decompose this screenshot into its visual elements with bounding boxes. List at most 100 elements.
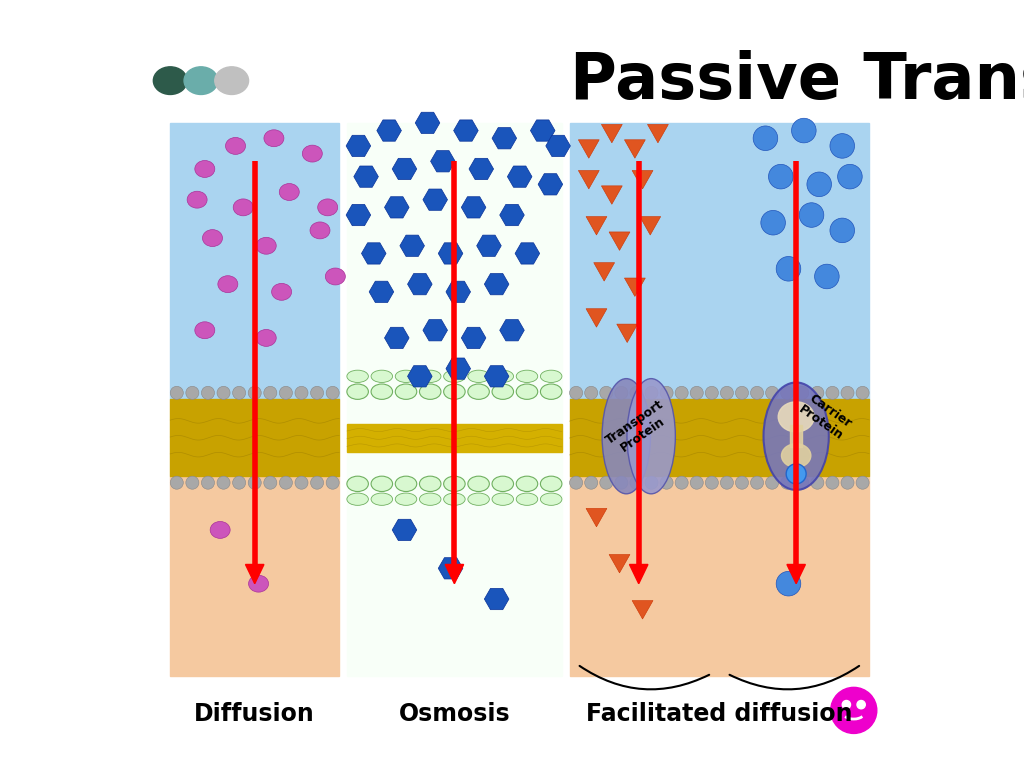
Polygon shape	[445, 564, 464, 584]
Circle shape	[630, 386, 643, 399]
Circle shape	[786, 464, 806, 484]
Circle shape	[799, 203, 823, 227]
Ellipse shape	[420, 370, 441, 382]
Ellipse shape	[280, 184, 299, 200]
Circle shape	[706, 476, 719, 489]
Text: Osmosis: Osmosis	[398, 702, 510, 727]
Ellipse shape	[371, 384, 392, 399]
Ellipse shape	[443, 493, 465, 505]
Ellipse shape	[310, 222, 330, 239]
Circle shape	[811, 476, 824, 489]
Bar	[170, 476, 339, 676]
Circle shape	[856, 386, 869, 399]
Circle shape	[706, 386, 719, 399]
Ellipse shape	[516, 384, 538, 399]
Ellipse shape	[347, 476, 369, 492]
Circle shape	[780, 386, 794, 399]
Circle shape	[295, 476, 308, 489]
Ellipse shape	[203, 230, 222, 247]
Ellipse shape	[302, 145, 323, 162]
Ellipse shape	[256, 237, 276, 254]
Text: Passive Transport Examples: Passive Transport Examples	[569, 50, 1024, 111]
Ellipse shape	[218, 276, 238, 293]
Polygon shape	[632, 170, 653, 189]
Ellipse shape	[187, 191, 207, 208]
Ellipse shape	[371, 493, 392, 505]
Ellipse shape	[627, 379, 676, 494]
Text: Carrier
Protein: Carrier Protein	[797, 391, 854, 443]
Circle shape	[857, 700, 865, 709]
Ellipse shape	[264, 130, 284, 147]
Ellipse shape	[516, 476, 538, 492]
Ellipse shape	[516, 493, 538, 505]
Circle shape	[600, 476, 612, 489]
Circle shape	[585, 386, 598, 399]
Circle shape	[856, 476, 869, 489]
Polygon shape	[586, 508, 607, 527]
Circle shape	[185, 476, 199, 489]
Circle shape	[826, 476, 839, 489]
Circle shape	[310, 476, 324, 489]
Circle shape	[841, 476, 854, 489]
Ellipse shape	[210, 521, 230, 538]
Circle shape	[232, 386, 246, 399]
Polygon shape	[246, 564, 264, 584]
Ellipse shape	[443, 384, 465, 399]
Ellipse shape	[233, 199, 253, 216]
Circle shape	[796, 476, 809, 489]
Circle shape	[217, 476, 230, 489]
Polygon shape	[579, 140, 599, 158]
Circle shape	[766, 386, 778, 399]
Ellipse shape	[516, 370, 538, 382]
Ellipse shape	[395, 493, 417, 505]
Bar	[170, 399, 339, 476]
Bar	[569, 123, 869, 399]
Circle shape	[170, 476, 183, 489]
Ellipse shape	[468, 370, 489, 382]
Ellipse shape	[443, 370, 465, 382]
Circle shape	[600, 386, 612, 399]
Circle shape	[815, 264, 840, 289]
Ellipse shape	[468, 476, 489, 492]
Polygon shape	[609, 554, 630, 573]
Ellipse shape	[420, 384, 441, 399]
Polygon shape	[632, 601, 653, 619]
Ellipse shape	[764, 382, 828, 490]
Polygon shape	[625, 140, 645, 158]
Polygon shape	[616, 324, 638, 343]
Ellipse shape	[492, 493, 513, 505]
Circle shape	[660, 476, 673, 489]
Circle shape	[185, 386, 199, 399]
Ellipse shape	[326, 268, 345, 285]
Ellipse shape	[468, 493, 489, 505]
Circle shape	[614, 386, 628, 399]
Polygon shape	[647, 124, 669, 143]
Ellipse shape	[225, 137, 246, 154]
Circle shape	[776, 571, 801, 596]
Circle shape	[232, 476, 246, 489]
Circle shape	[768, 164, 793, 189]
Circle shape	[829, 134, 854, 158]
Ellipse shape	[492, 384, 513, 399]
Circle shape	[776, 257, 801, 281]
Circle shape	[826, 386, 839, 399]
Ellipse shape	[184, 67, 218, 94]
Ellipse shape	[395, 384, 417, 399]
Text: Transport
Protein: Transport Protein	[603, 398, 675, 459]
Ellipse shape	[215, 67, 249, 94]
Ellipse shape	[541, 370, 562, 382]
Bar	[347, 123, 562, 676]
Circle shape	[675, 386, 688, 399]
Circle shape	[753, 126, 778, 151]
Circle shape	[792, 118, 816, 143]
Ellipse shape	[249, 575, 268, 592]
Circle shape	[569, 386, 583, 399]
Circle shape	[675, 476, 688, 489]
Ellipse shape	[443, 476, 465, 492]
Ellipse shape	[541, 384, 562, 399]
Circle shape	[751, 476, 764, 489]
Circle shape	[829, 218, 854, 243]
Bar	[569, 476, 869, 676]
Circle shape	[811, 386, 824, 399]
Polygon shape	[630, 564, 648, 584]
